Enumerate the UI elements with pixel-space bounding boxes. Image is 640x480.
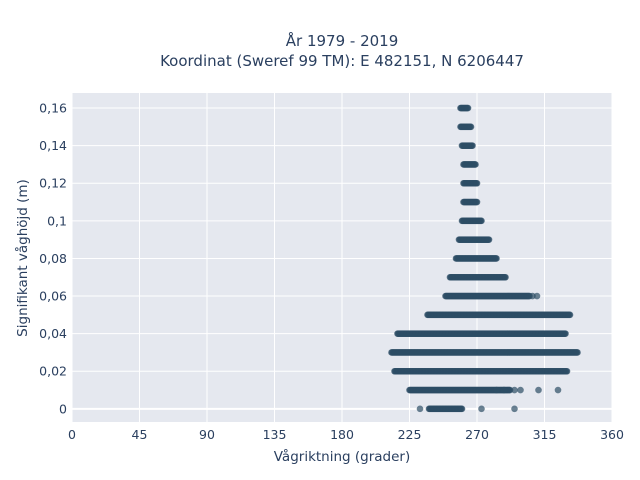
x-tick-label: 180 [330,427,354,442]
data-point [464,104,472,112]
x-axis-title: Vågriktning (grader) [274,448,411,465]
y-axis-ticks: 0 0,02 0,04 0,06 0,08 0,1 0,12 0,14 0,16 [39,101,67,417]
y-tick-label: 0,04 [39,326,67,341]
data-point [472,161,479,168]
data-point [416,405,424,413]
data-markers [388,104,581,413]
x-tick-label: 135 [263,427,287,442]
data-point [566,311,574,319]
x-tick-label: 0 [68,427,76,442]
y-tick-label: 0,06 [39,289,67,304]
y-tick-label: 0,08 [39,251,67,266]
y-axis-title: Signifikant våghöjd (m) [14,179,31,337]
data-point [467,123,475,131]
data-point [458,405,466,413]
data-point [517,386,524,394]
chart-title-line2: Koordinat (Sweref 99 TM): E 482151, N 62… [160,52,524,70]
data-point [478,217,485,225]
data-point [493,255,500,262]
data-point [535,386,542,394]
data-point [511,386,518,394]
y-tick-label: 0,14 [39,138,67,153]
data-point [485,236,493,243]
data-point [533,292,541,300]
data-point [493,386,500,394]
x-tick-label: 45 [132,427,148,442]
x-axis-ticks: 0 45 90 135 180 225 270 315 360 [68,427,624,442]
data-point [511,405,518,413]
chart-title-line1: År 1979 - 2019 [286,31,399,50]
data-point [562,330,569,337]
x-tick-label: 315 [533,427,557,442]
y-tick-label: 0,1 [47,213,67,228]
data-point [478,405,485,413]
data-point [563,367,571,375]
data-point [502,273,509,281]
data-point [574,349,581,356]
y-tick-label: 0,16 [39,101,67,116]
x-tick-label: 225 [398,427,422,442]
data-point [554,386,562,394]
data-point [500,386,508,394]
y-tick-label: 0 [59,401,67,416]
data-point [473,198,481,206]
y-tick-label: 0,12 [39,176,67,191]
data-point [469,142,476,149]
x-tick-label: 270 [465,427,489,442]
x-tick-label: 90 [199,427,215,442]
x-tick-label: 360 [600,427,624,442]
data-point [473,179,481,187]
y-tick-label: 0,02 [39,364,67,379]
